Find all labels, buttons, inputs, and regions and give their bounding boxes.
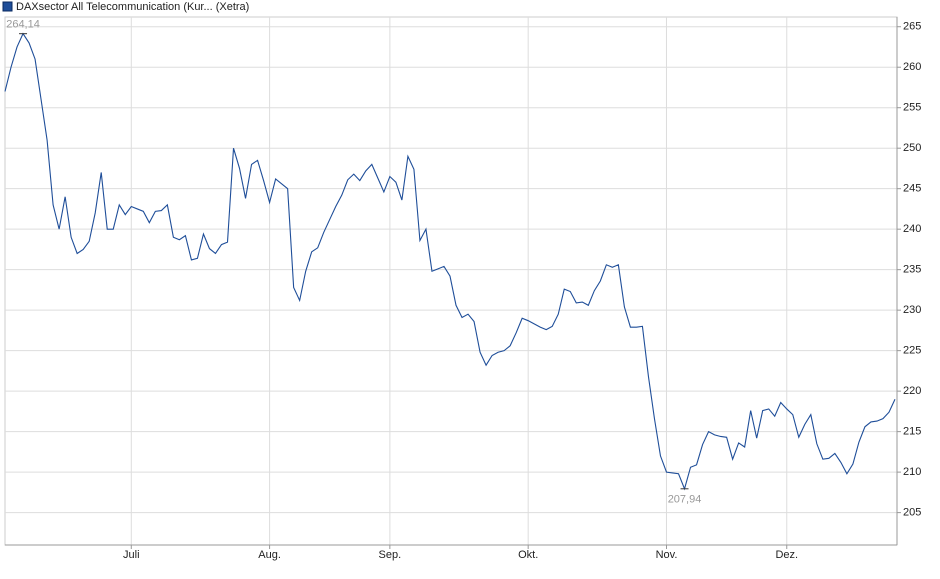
price-line (4, 32, 896, 491)
x-tick-label: Sep. (379, 549, 402, 561)
y-tick-label: 220 (903, 385, 921, 397)
legend-swatch (2, 1, 13, 12)
y-tick-label: 225 (903, 345, 921, 357)
y-tick-label: 210 (903, 466, 921, 478)
extreme-label: 264,14 (6, 19, 40, 31)
x-tick-label: Dez. (775, 549, 798, 561)
x-tick-label: Juli (123, 549, 140, 561)
y-tick-label: 260 (903, 61, 921, 73)
y-tick-label: 255 (903, 102, 921, 114)
y-tick-label: 265 (903, 21, 921, 33)
y-tick-label: 215 (903, 426, 921, 438)
legend-label: DAXsector All Telecommunication (Kur... … (16, 1, 249, 13)
y-tick-label: 235 (903, 264, 921, 276)
y-tick-label: 245 (903, 183, 921, 195)
y-tick-label: 205 (903, 507, 921, 519)
x-tick-label: Okt. (518, 549, 538, 561)
y-tick-label: 250 (903, 142, 921, 154)
x-tick-label: Aug. (258, 549, 281, 561)
y-tick-label: 240 (903, 223, 921, 235)
y-tick-label: 230 (903, 304, 921, 316)
x-tick-label: Nov. (656, 549, 678, 561)
extreme-label: 207,94 (668, 494, 702, 506)
